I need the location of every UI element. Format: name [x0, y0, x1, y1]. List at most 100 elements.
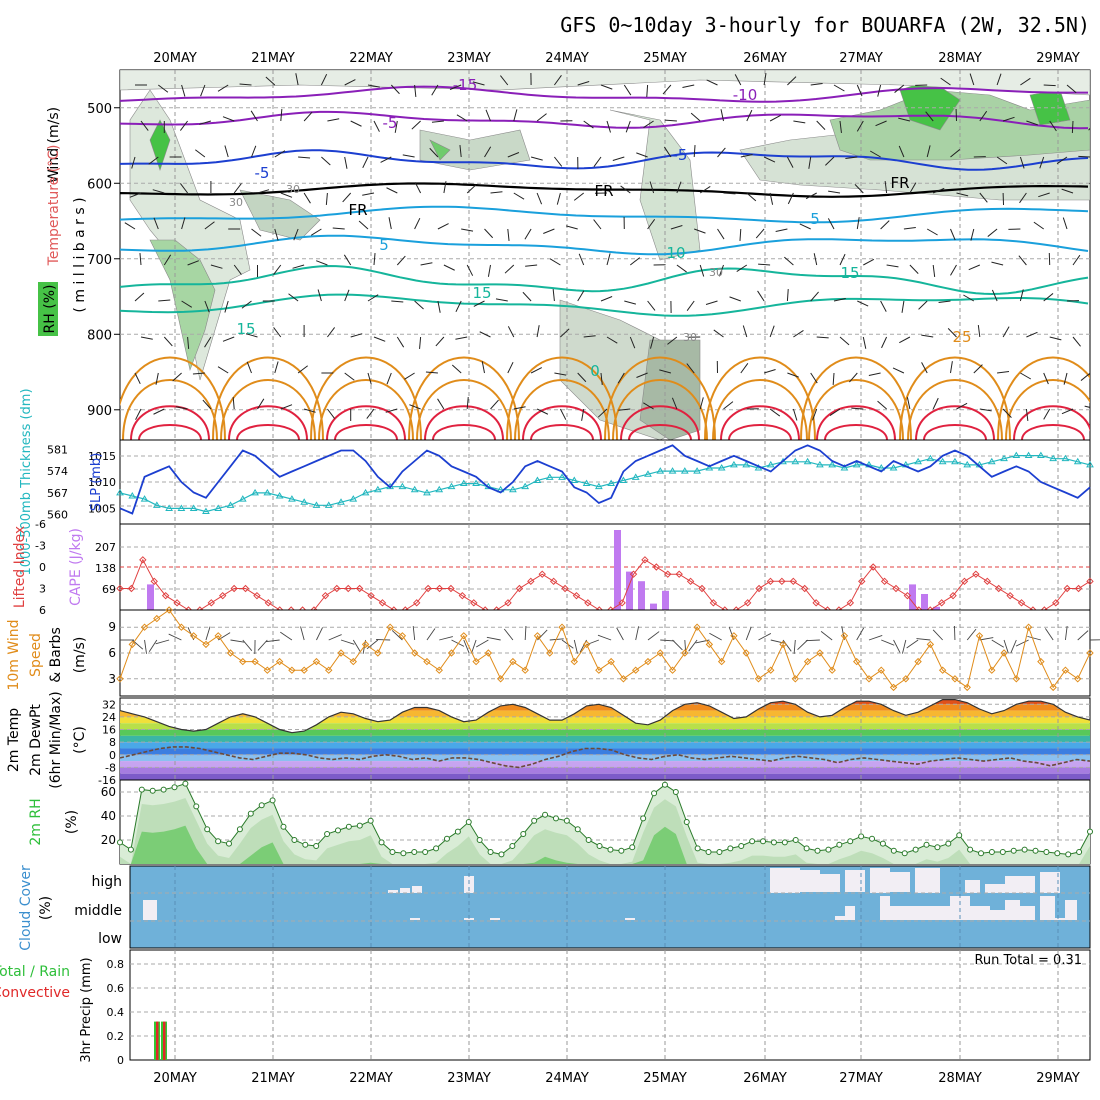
wind10-point: [239, 657, 247, 666]
lifted-index-point: [207, 599, 216, 607]
lifted-index-point: [698, 584, 706, 593]
lifted-index-point: [709, 599, 718, 607]
temp2m-line: [119, 698, 1091, 734]
rh2m-point: [792, 837, 799, 843]
wind-barb: [1071, 120, 1074, 134]
top-date-label: 23MAY: [447, 51, 491, 66]
bottom-date-label: 21MAY: [251, 1071, 295, 1086]
wind10-point: [410, 649, 419, 657]
wind10-point: [717, 657, 726, 666]
lifted-index-point: [858, 577, 866, 586]
rh2m-point: [182, 780, 189, 787]
temperature-contour: [907, 379, 1003, 440]
cloud-high-box: [890, 872, 910, 892]
thickness-point: [214, 504, 223, 511]
cloud-high-box: [820, 874, 840, 892]
wind-barb: [437, 223, 449, 230]
wind-barb: [578, 253, 585, 266]
lifted-index-point: [435, 584, 444, 593]
temperature-contour: [816, 405, 896, 440]
wind-barb: [1080, 372, 1090, 381]
wind-barb: [787, 192, 794, 205]
bottom-date-label: 27MAY: [839, 1071, 883, 1086]
wind-barb: [863, 258, 875, 266]
wind-barb: [461, 228, 474, 232]
cape-bar: [614, 530, 621, 610]
wind-barb: [926, 228, 938, 236]
temp2m-tick-label: 8: [109, 736, 116, 749]
wind-barb: [153, 408, 165, 415]
wind-barb: [295, 73, 299, 86]
wind10-point: [570, 657, 579, 666]
thickness-point: [1012, 451, 1021, 459]
wind-barb: [723, 401, 734, 410]
wind-barb: [868, 372, 881, 376]
bottom-date-axis: 20MAY 21MAY 22MAY 23MAY 24MAY 25MAY 26MAY 27MAY…: [153, 1071, 1080, 1086]
wind10-point: [374, 649, 382, 657]
wind-barb: [431, 120, 444, 123]
rh2m-point: [760, 838, 767, 845]
wind10-point: [730, 632, 738, 640]
top-date-label: 26MAY: [743, 51, 787, 66]
wind-barb: [245, 333, 258, 338]
wind-barb: [317, 289, 322, 302]
wind10-point: [889, 683, 898, 692]
wind10-barb: [352, 639, 361, 653]
temperature-contour: [808, 379, 904, 440]
wind10-point: [1074, 675, 1082, 683]
wind-barb: [500, 75, 509, 86]
wind10-point: [226, 649, 235, 657]
wind-barb: [636, 152, 648, 158]
precip-convective-bar: [163, 1021, 166, 1060]
wind10-point: [865, 675, 873, 683]
wind-barb: [466, 184, 477, 194]
temperature-contour: [522, 405, 602, 440]
wind-barb: [513, 109, 518, 122]
wind-barb: [466, 264, 474, 276]
cloud-axis-label: Cloud Cover: [18, 865, 34, 951]
wind-barb: [350, 333, 363, 338]
wind-barb: [1088, 127, 1090, 131]
lifted-index-point: [778, 577, 786, 586]
lifted-index-point: [789, 577, 798, 586]
thickness-point: [1000, 454, 1008, 462]
wind-barb: [554, 372, 567, 376]
lifted-index-point: [1063, 584, 1071, 593]
wind-barb: [481, 361, 485, 374]
wind-barb: [224, 145, 229, 158]
wind10-barb: [1015, 639, 1029, 647]
wind-barb: [1038, 192, 1050, 198]
wind-barb: [1039, 156, 1045, 169]
precip-axis-label-1: Total / Rain: [0, 964, 70, 980]
rh2m-tick-label: 60: [101, 785, 116, 799]
temperature-contour: [318, 379, 414, 440]
wind10-point: [631, 666, 640, 674]
temperature-contour: [326, 405, 406, 440]
wind-barb: [495, 298, 508, 302]
temperature-contour: [138, 424, 202, 440]
contour-label: 0: [590, 362, 600, 380]
rh-shading: [120, 70, 1090, 440]
wind-barb: [1062, 217, 1068, 230]
lifted-index-point: [903, 591, 912, 600]
precip-tick-label: 0.8: [107, 958, 125, 971]
wind-barb: [833, 298, 846, 302]
rh2m-point: [465, 819, 472, 825]
contour-label: 30: [286, 183, 300, 196]
lifted-index-point: [618, 599, 626, 607]
lifted-index-point: [755, 584, 763, 593]
rh-shade-region: [120, 70, 1090, 96]
contour-labels: -15 -10 -5 -5 FR FR FR -5 5 5 10 15 15 15 25 30 30 30 30 0: [229, 76, 972, 380]
cape-bar: [638, 581, 645, 610]
wind10-point: [1037, 657, 1045, 666]
wind10-point: [484, 649, 493, 657]
wind-barb: [419, 336, 422, 349]
wind10-barb: [758, 633, 772, 641]
wind10-point: [189, 632, 198, 640]
wind10-barb: [486, 636, 501, 641]
lifted-index-point: [150, 577, 158, 586]
rh2m-point: [705, 849, 712, 855]
wind-barb: [828, 190, 841, 194]
cape-tick-label: 207: [95, 541, 116, 554]
